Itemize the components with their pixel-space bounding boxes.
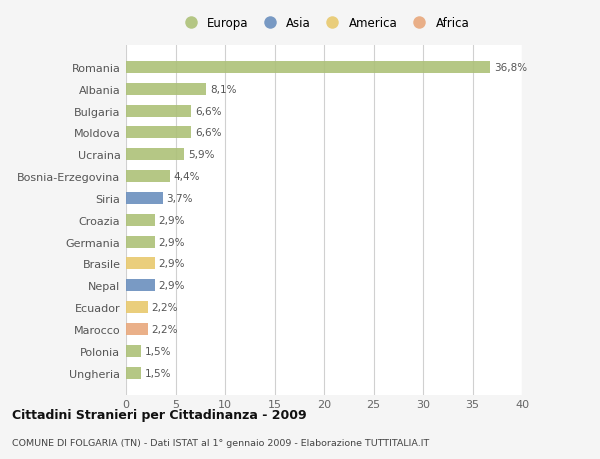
Bar: [126, 214, 155, 226]
Bar: [126, 302, 148, 313]
Text: 5,9%: 5,9%: [188, 150, 215, 160]
Bar: [126, 323, 148, 335]
Text: 36,8%: 36,8%: [494, 63, 527, 73]
Text: 8,1%: 8,1%: [210, 84, 236, 95]
Legend: Europa, Asia, America, Africa: Europa, Asia, America, Africa: [175, 13, 473, 34]
Text: 2,2%: 2,2%: [152, 302, 178, 313]
Text: Cittadini Stranieri per Cittadinanza - 2009: Cittadini Stranieri per Cittadinanza - 2…: [12, 408, 307, 421]
Text: 3,7%: 3,7%: [167, 194, 193, 203]
Bar: [126, 236, 155, 248]
Text: 2,9%: 2,9%: [158, 259, 185, 269]
Text: 1,5%: 1,5%: [145, 368, 172, 378]
Bar: [126, 106, 191, 118]
Bar: [126, 367, 141, 379]
Text: COMUNE DI FOLGARIA (TN) - Dati ISTAT al 1° gennaio 2009 - Elaborazione TUTTITALI: COMUNE DI FOLGARIA (TN) - Dati ISTAT al …: [12, 438, 429, 447]
Bar: [126, 280, 155, 292]
Bar: [126, 84, 206, 95]
Bar: [126, 127, 191, 139]
Text: 6,6%: 6,6%: [196, 106, 222, 116]
Text: 1,5%: 1,5%: [145, 346, 172, 356]
Bar: [126, 345, 141, 357]
Text: 4,4%: 4,4%: [173, 172, 200, 182]
Bar: [126, 62, 490, 74]
Text: 2,9%: 2,9%: [158, 215, 185, 225]
Bar: [126, 258, 155, 270]
Bar: [126, 149, 184, 161]
Bar: [126, 192, 163, 205]
Text: 2,9%: 2,9%: [158, 281, 185, 291]
Text: 2,9%: 2,9%: [158, 237, 185, 247]
Bar: [126, 171, 170, 183]
Text: 6,6%: 6,6%: [196, 128, 222, 138]
Text: 2,2%: 2,2%: [152, 325, 178, 334]
